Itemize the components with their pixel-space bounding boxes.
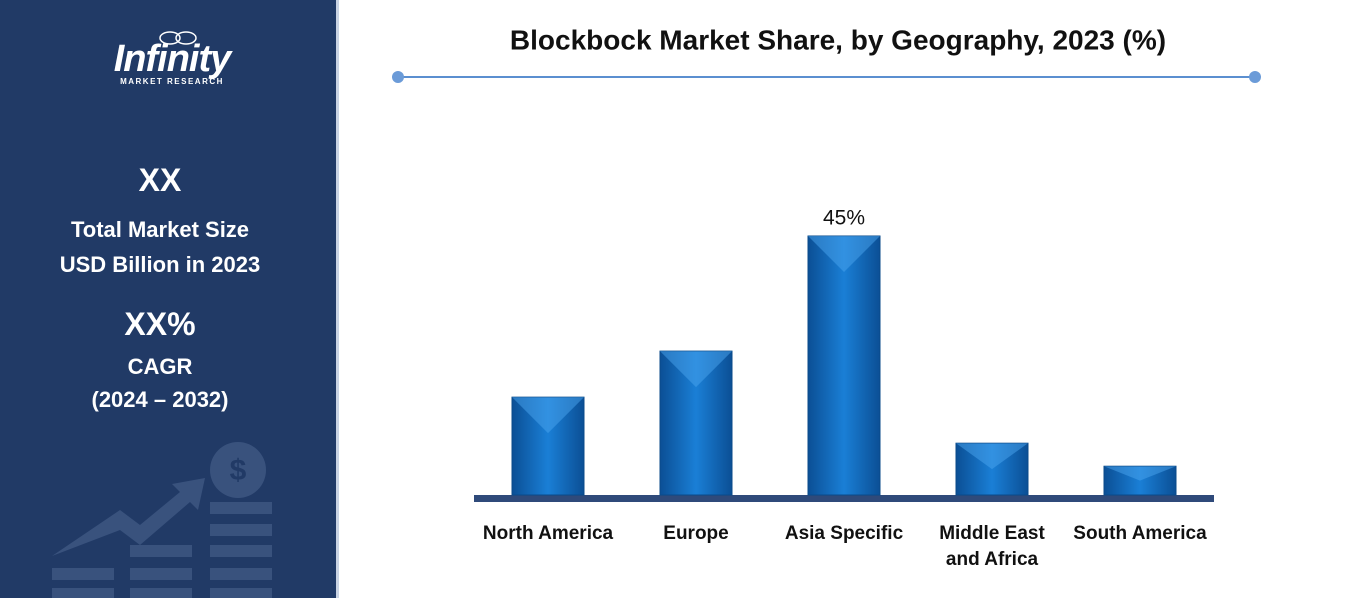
rule-dot xyxy=(1249,71,1261,83)
bar-highlight xyxy=(660,351,732,388)
x-tick-label: North America xyxy=(482,523,614,544)
x-tick-label: South America xyxy=(1073,523,1207,544)
bar xyxy=(807,235,881,496)
x-tick-label: Middle East and Africa xyxy=(939,523,1045,570)
baseline xyxy=(474,495,1214,502)
rule-dot xyxy=(392,71,404,83)
bar-highlight xyxy=(1104,466,1176,481)
bar-highlight xyxy=(808,236,880,272)
cagr-period: (2024 – 2032) xyxy=(91,387,229,412)
sidebar-decoration: $ xyxy=(52,31,272,598)
svg-text:$: $ xyxy=(230,454,247,487)
value-label: 45% xyxy=(823,207,865,230)
logo: Infinity xyxy=(113,38,232,80)
cagr: XX% xyxy=(124,306,196,342)
sidebar: $ Infinity MARKET RESEARCH XX Total Mark… xyxy=(0,0,339,598)
chart-title: Blockbock Market Share, by Geography, 20… xyxy=(510,24,1166,55)
logo-subtitle: MARKET RESEARCH xyxy=(120,77,224,86)
bar-highlight xyxy=(512,397,584,434)
x-tick-label: Asia Specific xyxy=(784,523,904,544)
market-size-label: Total Market Size xyxy=(70,217,250,242)
bar-highlight xyxy=(956,443,1028,470)
cagr-label: CAGR xyxy=(127,354,193,379)
market-size-label: USD Billion in 2023 xyxy=(59,252,261,277)
x-tick-label: Europe xyxy=(663,523,729,544)
market-size: XX xyxy=(138,162,182,198)
